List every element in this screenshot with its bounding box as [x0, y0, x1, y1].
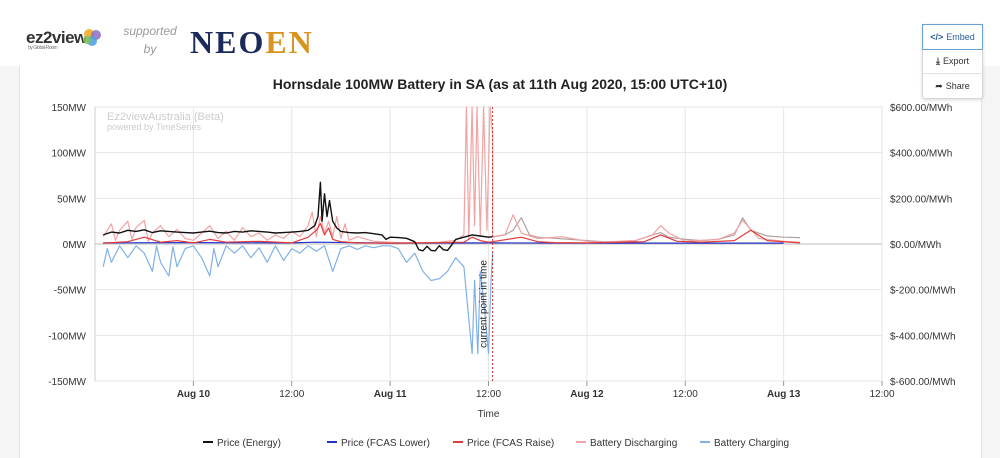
watermark-title: Ez2viewAustralia (Beta) — [107, 111, 224, 123]
embed-button[interactable]: </> Embed — [922, 24, 983, 50]
series-line-battery-discharging[interactable] — [102, 106, 801, 244]
brand-subtitle: by Global-Roam — [28, 45, 58, 51]
y-right-tick-label: $-400.00/MWh — [890, 331, 956, 342]
download-icon: ⤓ — [936, 55, 940, 66]
neoen-logo-accent: EN — [265, 24, 314, 60]
share-icon: ➦ — [935, 80, 943, 91]
x-axis-title: Time — [478, 409, 500, 420]
neoen-logo-main: NEO — [190, 24, 266, 60]
y-right-tick-label: $0.00/MWh — [890, 240, 941, 251]
export-label: Export — [942, 56, 969, 66]
export-button[interactable]: ⤓ Export — [923, 49, 982, 74]
share-button[interactable]: ➦ Share — [923, 74, 982, 98]
x-tick-label: 12:00 — [869, 389, 894, 400]
x-tick-label: Aug 11 — [374, 389, 407, 400]
share-toolbar: </> Embed ⤓ Export ➦ Share — [922, 24, 983, 99]
code-icon: </> — [930, 32, 944, 42]
neoen-logo[interactable]: NEOEN — [190, 24, 314, 61]
x-tick-label: 12:00 — [476, 389, 501, 400]
share-label: Share — [945, 81, 970, 91]
y-left-tick-label: -150MW — [48, 377, 86, 388]
y-right-tick-label: $-200.00/MWh — [890, 286, 956, 297]
y-left-tick-label: -50MW — [54, 286, 87, 297]
y-left-tick-label: 150MW — [52, 103, 87, 114]
legend-label: Battery Charging — [714, 438, 789, 449]
current-time-label: current point in time — [479, 260, 490, 348]
y-right-tick-label: $600.00/MWh — [890, 103, 952, 114]
brand-name: ez2view — [26, 28, 87, 47]
x-tick-label: Aug 12 — [570, 389, 604, 400]
series-line-price-fcas-raise[interactable] — [103, 222, 801, 244]
y-left-tick-label: 100MW — [52, 149, 87, 160]
x-tick-label: Aug 13 — [767, 389, 801, 400]
series-line-battery-charging[interactable] — [102, 245, 494, 355]
legend-label: Price (FCAS Raise) — [467, 438, 554, 449]
embed-label: Embed — [946, 32, 975, 42]
x-tick-label: Aug 10 — [177, 389, 211, 400]
y-right-tick-label: $200.00/MWh — [890, 194, 952, 205]
x-tick-label: 12:00 — [673, 389, 698, 400]
top-header: ez2view by Global-Roam supported by NEOE… — [0, 0, 1000, 66]
x-tick-label: 12:00 — [279, 389, 304, 400]
y-left-tick-label: 0MW — [63, 240, 87, 251]
supported-by-text: supported by — [123, 24, 177, 56]
legend-label: Price (FCAS Lower) — [341, 438, 430, 449]
watermark-subtitle: powered by TimeSeries — [107, 122, 202, 132]
y-right-tick-label: $-600.00/MWh — [890, 377, 956, 388]
legend-label: Battery Discharging — [590, 438, 677, 449]
chart-title: Hornsdale 100MW Battery in SA (as at 11t… — [273, 76, 728, 92]
y-left-tick-label: -100MW — [48, 331, 86, 342]
ez2view-logo-dots-icon — [83, 29, 101, 46]
series-line-price-energy[interactable] — [102, 181, 493, 252]
legend-label: Price (Energy) — [217, 438, 281, 449]
y-right-tick-label: $400.00/MWh — [890, 149, 952, 160]
ez2view-logo[interactable]: ez2view by Global-Roam — [26, 28, 87, 51]
y-left-tick-label: 50MW — [57, 194, 86, 205]
